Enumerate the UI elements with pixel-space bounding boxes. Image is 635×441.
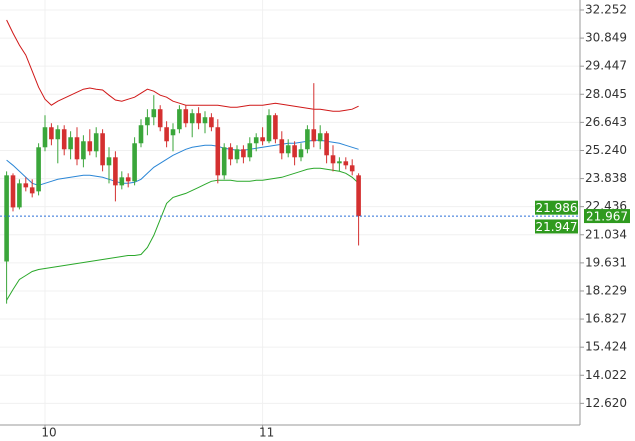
candle-body <box>157 109 163 128</box>
candle-body <box>145 117 150 126</box>
candle-body <box>74 137 80 160</box>
candle-body <box>253 137 259 144</box>
candle-body <box>279 139 285 154</box>
y-tick-label: 29.447 <box>585 59 627 73</box>
candle-body <box>241 149 246 158</box>
candle-body <box>343 161 349 166</box>
candle-body <box>247 143 253 158</box>
candle-body <box>196 113 201 124</box>
y-tick-label: 12.620 <box>585 396 627 410</box>
candle-body <box>260 137 265 142</box>
candle-body <box>311 129 317 142</box>
y-tick-label: 21.034 <box>585 227 627 241</box>
candle-body <box>23 183 29 188</box>
candle-body <box>81 141 86 160</box>
candle-body <box>298 149 304 158</box>
candle-body <box>202 117 208 124</box>
candle-body <box>87 141 93 152</box>
candle-body <box>324 133 329 156</box>
y-tick-label: 15.424 <box>585 340 627 354</box>
price-tag <box>535 219 578 234</box>
price-tag-label: 21.986 <box>536 201 578 215</box>
candle-body <box>119 177 125 186</box>
y-tick-label: 25.240 <box>585 143 627 157</box>
candle-body <box>209 117 214 128</box>
candle-body <box>177 109 182 130</box>
candle-body <box>113 157 118 186</box>
candle-body <box>125 177 131 182</box>
candle-body <box>170 129 176 136</box>
candle-body <box>221 147 227 176</box>
band-line <box>6 139 359 186</box>
candle-body <box>68 137 73 150</box>
candle-body <box>93 133 99 152</box>
candle-body <box>36 147 41 192</box>
y-tick-label: 16.827 <box>585 312 627 326</box>
candle-body <box>305 129 310 150</box>
x-tick-label: 10 <box>41 426 56 440</box>
y-tick-label: 18.229 <box>585 283 627 297</box>
candle-body <box>266 115 272 142</box>
y-tick-label: 14.022 <box>585 368 627 382</box>
candle-body <box>330 155 336 164</box>
candle-body <box>189 113 195 124</box>
candle-body <box>61 129 67 150</box>
candle-body <box>55 129 61 140</box>
candle-body <box>317 133 323 142</box>
candle-body <box>132 143 137 182</box>
candle-body <box>349 165 355 172</box>
candle-body <box>49 127 54 140</box>
candle-body <box>29 187 35 194</box>
candle-body <box>151 109 157 118</box>
candle-body <box>337 161 342 164</box>
candle-body <box>234 149 240 160</box>
price-tag-label: 21.967 <box>586 210 628 224</box>
candle-body <box>4 175 9 262</box>
y-tick-label: 28.045 <box>585 87 627 101</box>
band-line <box>6 167 359 301</box>
price-tag <box>535 200 578 215</box>
y-tick-label: 32.252 <box>585 2 627 16</box>
candle-body <box>292 145 297 158</box>
candle-body <box>17 183 22 208</box>
y-tick-label: 30.849 <box>585 31 627 45</box>
y-tick-label: 26.643 <box>585 115 627 129</box>
candle-body <box>183 109 189 124</box>
candle-body <box>273 115 278 140</box>
price-tag-label: 21.947 <box>536 220 578 234</box>
candle-body <box>164 127 169 142</box>
candle-body <box>215 127 221 176</box>
candle-body <box>106 157 112 166</box>
candle-body <box>228 147 233 160</box>
y-tick-label: 19.631 <box>585 255 627 269</box>
candle-body <box>138 125 144 144</box>
y-tick-label: 23.838 <box>585 171 627 185</box>
candle-body <box>356 175 361 217</box>
x-tick-label: 11 <box>259 426 274 440</box>
candle-body <box>42 127 48 148</box>
band-line <box>6 19 359 112</box>
candle-body <box>100 133 105 166</box>
candle-body <box>285 145 291 154</box>
price-tag <box>584 209 630 224</box>
candle-body <box>10 175 16 208</box>
